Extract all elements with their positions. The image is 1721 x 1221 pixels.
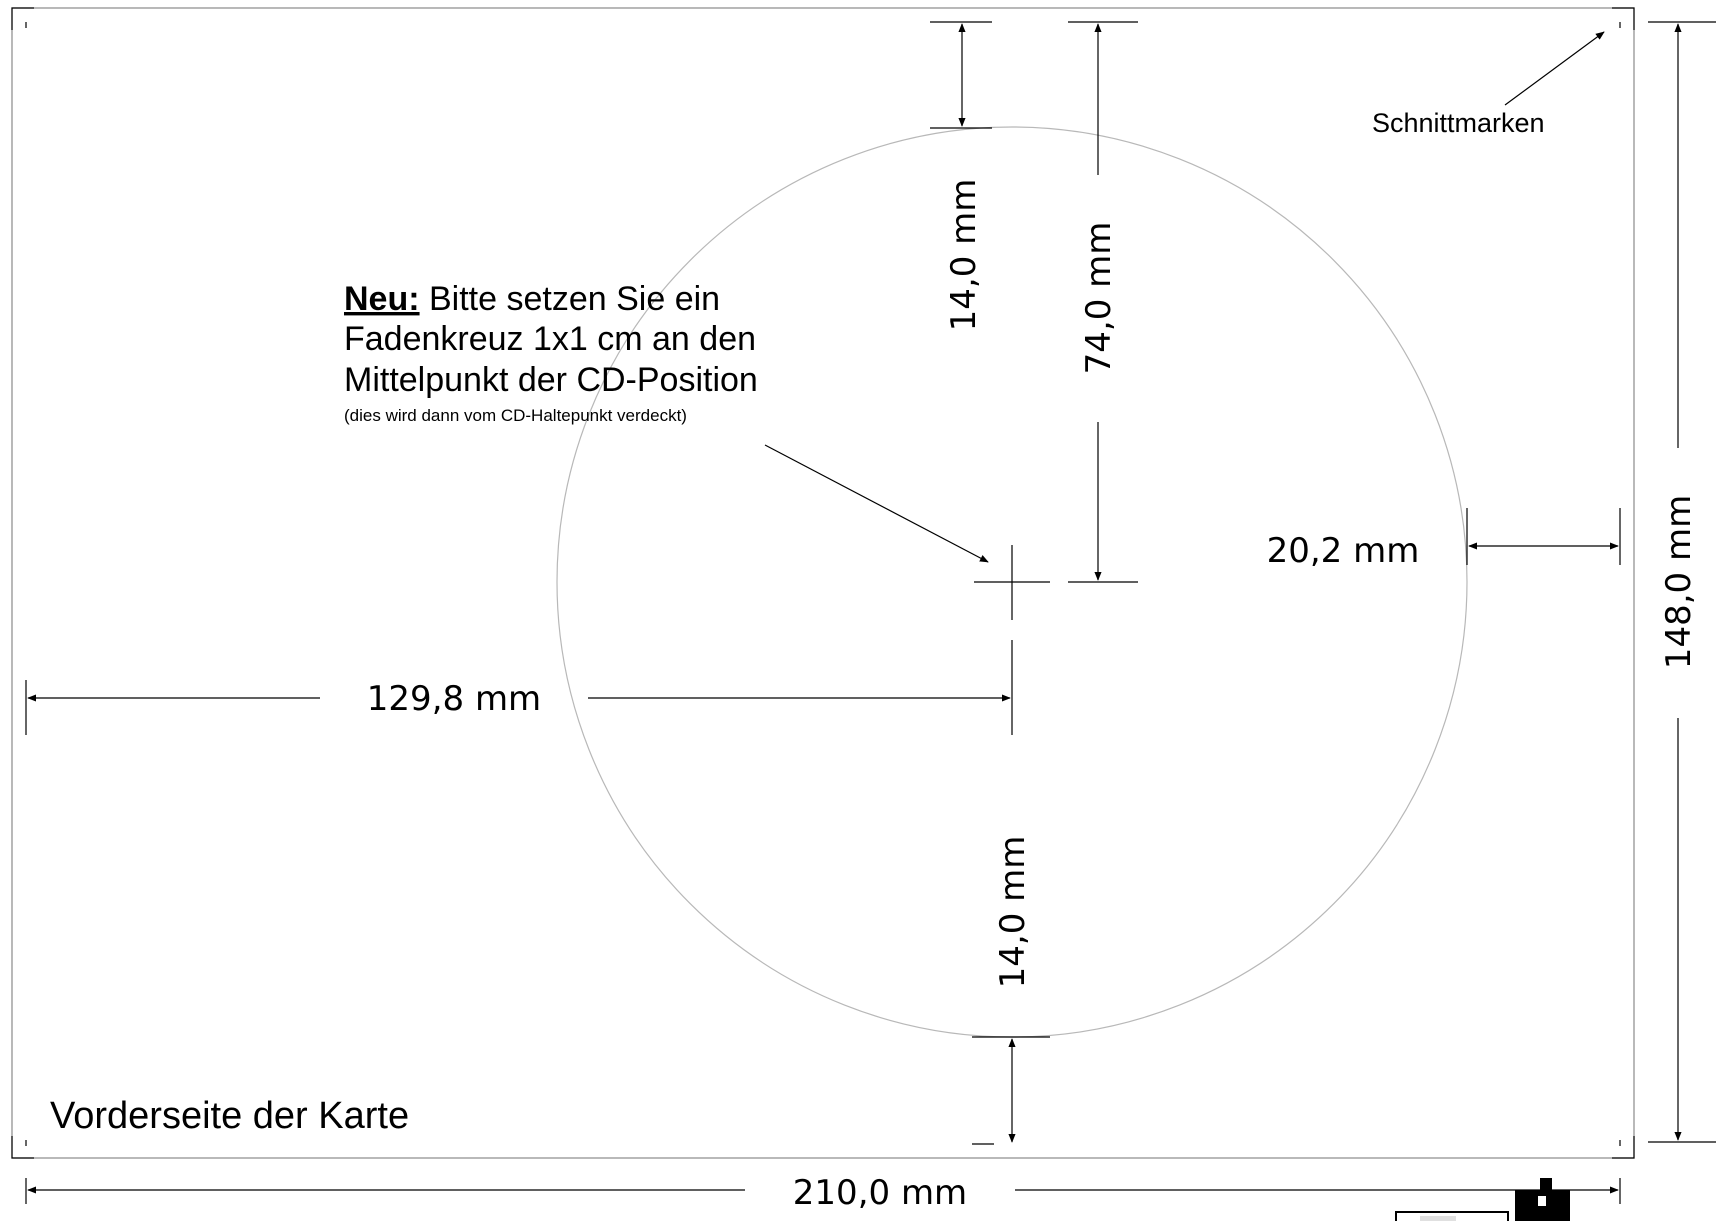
logo-fragment — [1395, 1178, 1570, 1221]
dimension-bottom-margin — [972, 1036, 1050, 1145]
left-edge-fragment: : — [0, 574, 2, 604]
dimension-total-height — [1648, 21, 1716, 1143]
dimension-total-width-label: 210,0 mm — [793, 1173, 967, 1213]
crosshair-note-line-4: (dies wird dann vom CD-Haltepunkt verdec… — [344, 406, 687, 425]
dimension-top-margin-label: 14,0 mm — [944, 179, 984, 332]
cut-mark-bottom-left — [11, 1136, 34, 1159]
dimension-total-height-label: 148,0 mm — [1659, 495, 1699, 669]
crosshair-note-line-2: Fadenkreuz 1x1 cm an den — [344, 320, 756, 358]
note-emphasis: Neu: — [344, 280, 420, 318]
dimension-left-to-center-label: 129,8 mm — [367, 679, 541, 719]
dimension-right-margin — [1466, 508, 1621, 565]
cut-mark-top-right — [1612, 7, 1635, 30]
dimension-right-margin-label: 20,2 mm — [1267, 531, 1420, 571]
cut-mark-bottom-right — [1612, 1136, 1635, 1159]
crosshair-note-pointer — [764, 444, 989, 563]
crosshair-note-line-1: Neu: Bitte setzen Sie ein — [344, 280, 720, 318]
crosshair-note-line-3: Mittelpunkt der CD-Position — [344, 361, 758, 399]
dimension-top-margin — [930, 21, 992, 129]
card-front-title: Vorderseite der Karte — [50, 1095, 409, 1137]
dimension-top-to-center-label: 74,0 mm — [1079, 222, 1119, 375]
dimension-left-to-center — [25, 640, 1013, 735]
card-outline — [11, 7, 1635, 1159]
note-line-1-rest: Bitte setzen Sie ein — [420, 280, 721, 318]
crosshair-marker — [974, 545, 1050, 620]
cut-marks — [11, 7, 1635, 1159]
cut-mark-top-left — [11, 7, 34, 30]
dimension-top-to-center — [1068, 21, 1138, 583]
cut-marks-pointer — [1504, 31, 1605, 106]
cut-marks-label: Schnittmarken — [1372, 108, 1545, 138]
dimension-bottom-margin-label: 14,0 mm — [993, 836, 1033, 989]
